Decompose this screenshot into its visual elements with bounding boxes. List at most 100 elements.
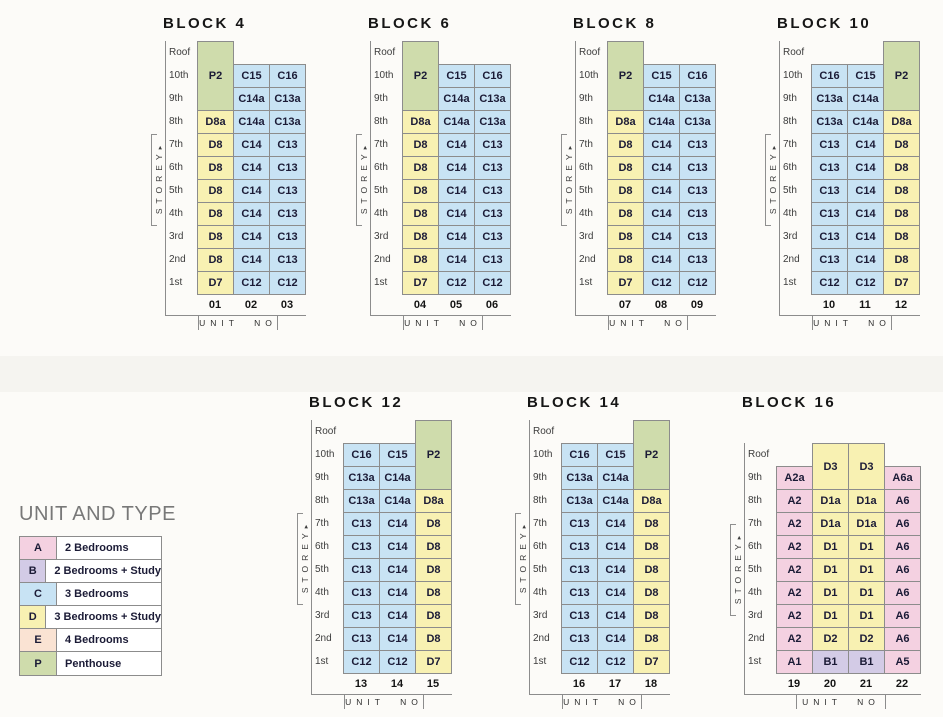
unit-cell-A2: A2 [776,627,813,651]
unit-cell-C13a: C13a [811,87,848,111]
unit-cell-C13: C13 [343,512,380,536]
unit-number-13: 13 [354,677,368,690]
scan-artifact-band [0,356,943,392]
storey-label-2nd: 2nd [748,633,765,644]
unit-number-09: 09 [690,298,704,311]
storey-label-1st: 1st [579,277,593,288]
storey-axis-text: STOREY [733,539,743,605]
unit-cell-D8: D8 [197,156,234,180]
unit-cell-C13: C13 [679,248,716,272]
legend-swatch-A: A [20,537,57,559]
unit-cell-A2: A2 [776,558,813,582]
unit-cell-C14a: C14a [847,110,884,134]
unit-cell-C14: C14 [233,202,270,226]
unit-cell-C14a: C14a [379,466,416,490]
unit-cell-C16: C16 [561,443,598,467]
storey-axis-bracket: STOREY▸ [356,134,370,226]
unit-cell-D8a: D8a [633,489,670,513]
storey-label-7th: 7th [748,518,762,529]
storey-label-6th: 6th [374,162,388,173]
storey-axis-arrow-icon: ▸ [157,145,164,150]
legend-swatch-P: P [20,652,57,675]
unit-cell-D1: D1 [812,581,849,605]
unit-cell-D8a: D8a [402,110,439,134]
unit-cell-C14: C14 [847,133,884,157]
unit-cell-A2: A2 [776,489,813,513]
unit-cell-C12: C12 [233,271,270,295]
storey-label-roof: Roof [169,47,191,58]
storey-label-9th: 9th [169,93,183,104]
unit-cell-C14: C14 [597,627,634,651]
storey-labels: Roof 10th 9th 8th 7th 6th 5th 4th 3rd 2nd 1st [315,420,342,673]
storey-label-7th: 7th [579,139,593,150]
unit-cell-B1: B1 [812,650,849,674]
unit-cell-C14: C14 [847,248,884,272]
unit-number-12: 12 [894,298,908,311]
unit-cell-A6: A6 [884,535,921,559]
unit-type-legend: UNIT AND TYPE A 2 Bedrooms B 2 Bedrooms + S… [19,503,176,676]
block-title: BLOCK 16 [742,394,837,411]
storey-label-roof: Roof [748,449,770,460]
unit-grid: A2a A2 A2 A2 A2 A2 A2 A2 A1 D3 D1a D1a D1 D1 D1 D1 D2 B1 D… [776,443,921,674]
storey-label-1st: 1st [533,656,547,667]
unit-cell-C16: C16 [679,64,716,88]
unit-cell-C12: C12 [597,650,634,674]
unit-cell-P2: P2 [402,41,439,111]
block-body: STOREY▸ Roof 10th 9th 8th 7th 6th 5th 4th 3rd 2nd 1… [765,41,921,332]
unit-no-label: UNIT NO [198,316,278,330]
unit-cell-D2: D2 [848,627,885,651]
storey-axis-text: STOREY [564,149,574,215]
storey-axis-label: STOREY▸ [564,146,574,214]
storey-label-5th: 5th [374,185,388,196]
unit-cell-A6: A6 [884,489,921,513]
unit-cell-A6: A6 [884,512,921,536]
storey-label-5th: 5th [533,564,547,575]
storey-label-4th: 4th [315,587,329,598]
legend-row: A 2 Bedrooms [20,537,161,560]
unit-cell-D8: D8 [402,156,439,180]
unit-cell-C14a: C14a [233,87,270,111]
unit-cell-D2: D2 [812,627,849,651]
unit-cell-C13: C13 [269,179,306,203]
unit-cell-D8: D8 [415,558,452,582]
unit-cell-C14: C14 [643,156,680,180]
unit-cell-D7: D7 [883,271,920,295]
legend-label-D: 3 Bedrooms + Study [54,611,161,623]
unit-cell-C13: C13 [811,202,848,226]
storey-label-8th: 8th [748,495,762,506]
storey-axis-bracket: STOREY▸ [297,513,311,605]
unit-cell-C13: C13 [679,156,716,180]
unit-cell-D8: D8 [415,581,452,605]
storey-axis-arrow-icon: ▸ [521,524,528,529]
unit-number-08: 08 [654,298,668,311]
unit-no-label: UNIT NO [796,695,886,709]
unit-number-05: 05 [449,298,463,311]
legend-row: D 3 Bedrooms + Study [20,606,161,629]
storey-axis-text: STOREY [359,149,369,215]
unit-axis-line [370,315,511,316]
unit-cell-D7: D7 [402,271,439,295]
unit-cell-D1: D1 [848,558,885,582]
unit-cell-C13: C13 [474,133,511,157]
unit-number-17: 17 [608,677,622,690]
unit-cell-C14: C14 [597,604,634,628]
storey-axis-text: STOREY [518,528,528,594]
unit-cell-C13: C13 [343,535,380,559]
unit-cell-D8: D8 [415,512,452,536]
unit-cell-C13: C13 [474,156,511,180]
unit-cell-C15: C15 [643,64,680,88]
unit-cell-C13: C13 [811,156,848,180]
unit-number-06: 06 [485,298,499,311]
storey-label-2nd: 2nd [533,633,550,644]
unit-cell-C14: C14 [379,558,416,582]
unit-cell-C13: C13 [561,558,598,582]
storey-label-9th: 9th [533,472,547,483]
storey-label-8th: 8th [533,495,547,506]
storey-axis-bracket: STOREY▸ [561,134,575,226]
unit-numbers: 01 02 03 [197,294,305,315]
unit-cell-D1: D1 [848,581,885,605]
unit-cell-D8: D8 [633,512,670,536]
unit-cell-C13: C13 [561,535,598,559]
storey-label-10th: 10th [169,70,189,81]
unit-cell-D1a: D1a [848,512,885,536]
